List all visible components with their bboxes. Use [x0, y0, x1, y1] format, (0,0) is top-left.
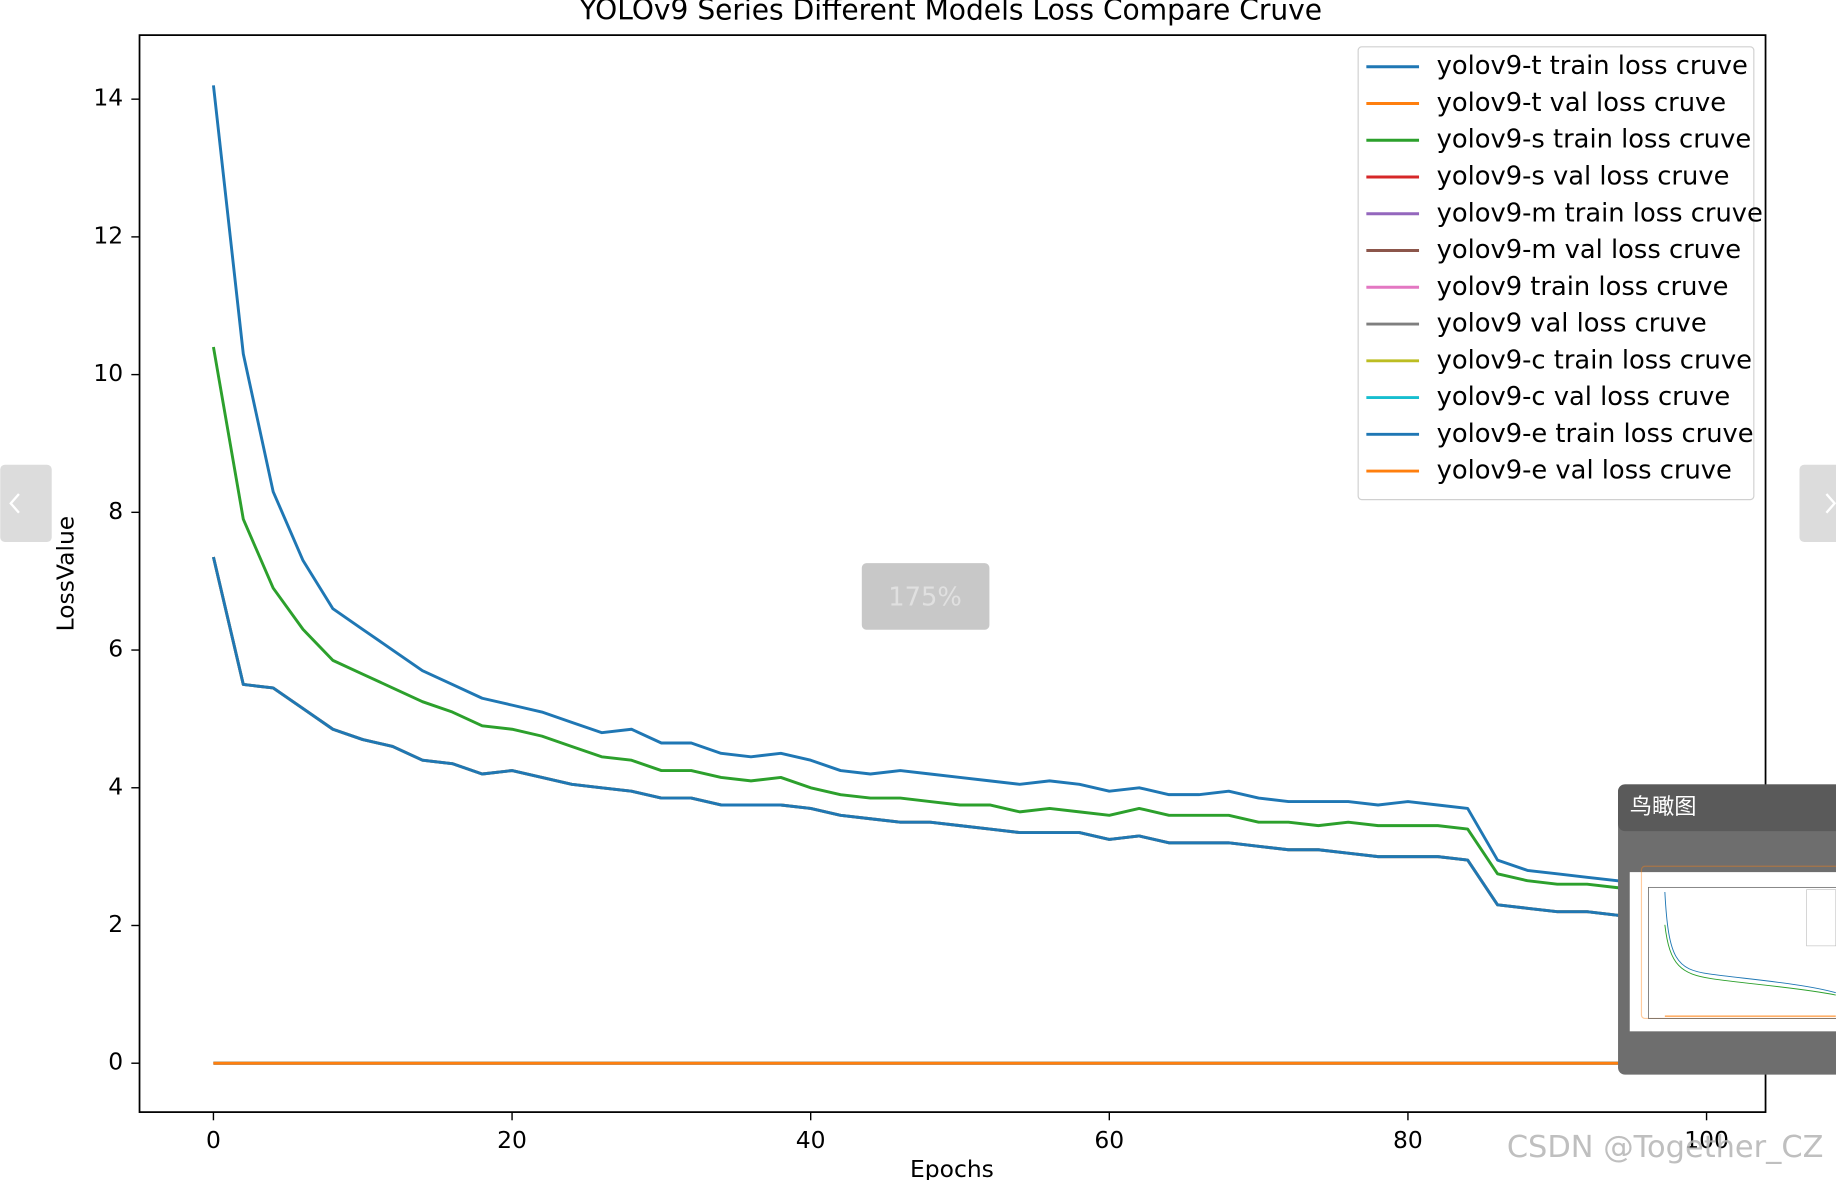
viewer-overlay: 175% 鸟瞰图 CSDN @Together_CZ [0, 464, 1836, 1165]
legend-label: yolov9-s train loss cruve [1437, 125, 1752, 155]
x-tick-label: 80 [1393, 1126, 1423, 1154]
prev-button[interactable] [0, 464, 52, 543]
legend-label: yolov9 train loss cruve [1437, 272, 1729, 302]
next-button[interactable] [1799, 464, 1836, 543]
y-tick-label: 6 [108, 635, 123, 663]
legend-label: yolov9-c train loss cruve [1437, 345, 1752, 375]
zoom-indicator [861, 563, 990, 630]
prev-icon [9, 493, 20, 514]
legend-label: yolov9-m train loss cruve [1437, 198, 1763, 228]
thumbnail-frame [1648, 886, 1836, 1019]
series-line [211, 85, 1677, 890]
thumbnail-header [1618, 784, 1836, 832]
legend-label: yolov9-s val loss cruve [1437, 162, 1730, 192]
x-axis-label: Epochs [910, 1155, 994, 1180]
thumbnail-curve [1664, 924, 1836, 996]
legend-box [1357, 46, 1755, 501]
legend-label: yolov9 val loss cruve [1437, 309, 1707, 339]
zoom-text: 175% [888, 583, 962, 613]
y-tick-label: 14 [93, 84, 123, 112]
thumbnail-image [1629, 872, 1836, 1032]
x-tick-label: 60 [1094, 1126, 1124, 1154]
x-tick-label: 0 [206, 1126, 221, 1154]
watermark: CSDN @Together_CZ [1507, 1130, 1824, 1165]
y-tick-label: 8 [108, 497, 123, 525]
legend: yolov9-t train loss cruve yolov9-t val lo… [1357, 46, 1763, 501]
x-tick-label: 100 [1684, 1126, 1729, 1154]
legend-label: yolov9-t train loss cruve [1437, 51, 1748, 81]
thumbnail-curve [1664, 891, 1836, 994]
y-tick-label: 0 [108, 1048, 123, 1076]
legend-label: yolov9-e val loss cruve [1437, 456, 1732, 486]
legend-label: yolov9-c val loss cruve [1437, 382, 1731, 412]
legend-label: yolov9-e train loss cruve [1437, 419, 1754, 449]
y-tick-label: 12 [93, 221, 123, 249]
y-tick-label: 2 [108, 910, 123, 938]
legend-label: yolov9-t val loss cruve [1437, 88, 1727, 118]
x-tick-label: 40 [796, 1126, 826, 1154]
next-icon [1825, 493, 1836, 514]
thumbnail-title: 鸟瞰图 [1630, 794, 1697, 820]
thumbnail-legend [1806, 889, 1836, 947]
axes-frame [138, 34, 1767, 1113]
y-tick-label: 4 [108, 772, 123, 800]
series-line [212, 556, 1677, 924]
chart-title: YOLOv9 Series Different Models Loss Comp… [578, 0, 1322, 27]
legend-label: yolov9-m val loss cruve [1437, 235, 1742, 265]
x-tick-label: 20 [497, 1126, 527, 1154]
y-axis-label: LossValue [51, 516, 79, 632]
y-tick-label: 10 [93, 359, 123, 387]
series-line [211, 346, 1677, 896]
plot-lines [211, 85, 1677, 1065]
